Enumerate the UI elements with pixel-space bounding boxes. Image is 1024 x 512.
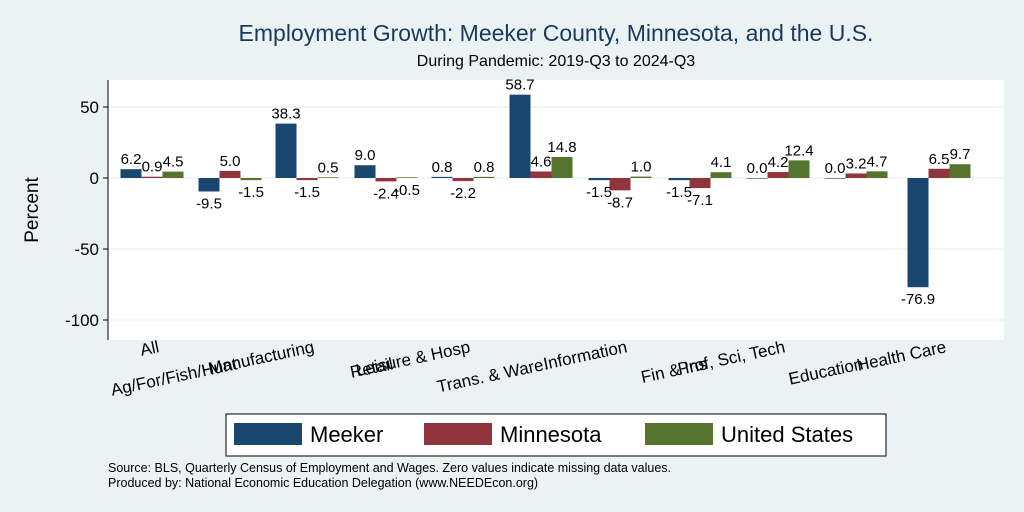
data-label: 3.2 <box>846 155 867 172</box>
bar-meeker <box>431 176 453 178</box>
legend-swatch-minnesota <box>424 423 492 445</box>
data-label: -7.1 <box>687 192 713 209</box>
data-label: 0.8 <box>474 159 495 176</box>
data-label: -2.2 <box>450 185 476 202</box>
data-label: 4.5 <box>163 154 184 171</box>
plot-area <box>108 80 1004 340</box>
bar-meeker <box>198 178 220 192</box>
bar-meeker <box>824 178 846 179</box>
category-label: Education <box>787 354 865 388</box>
y-tick-label: -50 <box>74 240 99 259</box>
chart-title: Employment Growth: Meeker County, Minnes… <box>239 20 874 46</box>
data-label: 38.3 <box>271 106 300 123</box>
bar-minnesota <box>219 170 241 178</box>
bar-meeker <box>509 94 531 178</box>
data-label: -1.5 <box>666 184 692 201</box>
legend-box <box>225 413 887 457</box>
bar-minnesota <box>530 171 552 178</box>
data-label: -0.5 <box>394 182 420 199</box>
bar-united-states <box>317 177 339 178</box>
data-label: 4.6 <box>531 153 552 170</box>
bar-minnesota <box>928 168 950 178</box>
bar-meeker <box>588 178 610 181</box>
data-label: 5.0 <box>220 153 241 170</box>
bar-united-states <box>162 171 184 178</box>
bar-united-states <box>788 160 810 178</box>
y-tick-label: 0 <box>90 169 99 188</box>
data-label: -1.5 <box>586 184 612 201</box>
data-label: -1.5 <box>238 184 264 201</box>
legend: Meeker Minnesota United States <box>225 413 887 457</box>
data-labels: 6.2 0.9 4.5 -9.5 5.0 -1.5 38.3 -1.5 0.5 9.0 -2.4-0… <box>121 77 971 309</box>
bar-minnesota <box>767 172 789 178</box>
produced-by-note: Produced by: National Economic Education… <box>108 476 538 490</box>
data-label: -2.4 <box>373 185 399 202</box>
data-label: 6.5 <box>929 151 950 168</box>
data-label: 0.8 <box>432 159 453 176</box>
bar-united-states <box>866 171 888 178</box>
data-label: 4.2 <box>768 154 789 171</box>
data-label: 12.4 <box>784 142 813 159</box>
data-label: 0.0 <box>747 160 768 177</box>
bar-minnesota <box>296 178 318 181</box>
data-label: -9.5 <box>196 195 222 212</box>
y-axis-label: Percent <box>22 177 43 243</box>
category-label: All <box>138 337 160 360</box>
bar-minnesota <box>452 178 474 182</box>
bar-united-states <box>240 178 262 181</box>
legend-swatch-united-states <box>645 423 713 445</box>
bar-minnesota <box>375 178 397 182</box>
y-tick-label: -100 <box>65 311 99 330</box>
source-note: Source: BLS, Quarterly Census of Employm… <box>108 461 671 475</box>
data-label: 14.8 <box>547 139 576 156</box>
bar-meeker <box>275 123 297 178</box>
data-label: 1.0 <box>631 159 652 176</box>
category-label: Health Care <box>855 337 948 374</box>
y-axis: 50 0 -50 -100 <box>65 80 109 340</box>
data-label: -76.9 <box>901 291 935 308</box>
data-label: 9.7 <box>950 146 971 163</box>
category-label: Information <box>542 337 629 373</box>
bar-meeker <box>746 178 768 179</box>
bar-meeker <box>907 178 929 288</box>
bar-united-states <box>630 176 652 178</box>
bar-minnesota <box>141 176 163 178</box>
bars <box>120 94 971 288</box>
data-label: 4.1 <box>711 154 732 171</box>
bar-united-states <box>473 176 495 178</box>
data-label: 0.5 <box>318 159 339 176</box>
data-label: 0.9 <box>142 159 163 176</box>
bar-united-states <box>710 172 732 178</box>
y-tick-label: 50 <box>80 98 99 117</box>
chart-subtitle: During Pandemic: 2019-Q3 to 2024-Q3 <box>417 53 695 70</box>
bar-minnesota <box>845 173 867 178</box>
data-label: -8.7 <box>607 194 633 211</box>
bar-meeker <box>120 169 142 178</box>
bar-minnesota <box>689 178 711 189</box>
bar-meeker <box>354 165 376 178</box>
category-label: Manufacturing <box>207 337 316 378</box>
bar-meeker <box>668 178 690 181</box>
bar-minnesota <box>609 178 631 191</box>
category-label: Trans. & Ware. <box>435 354 550 396</box>
legend-label-united-states: United States <box>721 422 853 447</box>
bar-united-states <box>949 164 971 178</box>
bar-united-states <box>551 156 573 178</box>
data-label: 9.0 <box>355 147 376 164</box>
legend-swatch-meeker <box>234 423 302 445</box>
data-label: 6.2 <box>121 151 142 168</box>
bar-united-states <box>396 177 418 178</box>
data-label: -1.5 <box>294 184 320 201</box>
legend-label-minnesota: Minnesota <box>500 422 602 447</box>
data-label: 0.0 <box>825 160 846 177</box>
category-label: Prof, Sci, Tech <box>676 337 787 378</box>
data-label: 58.7 <box>505 77 534 94</box>
data-label: 4.7 <box>867 153 888 170</box>
legend-label-meeker: Meeker <box>310 422 383 447</box>
